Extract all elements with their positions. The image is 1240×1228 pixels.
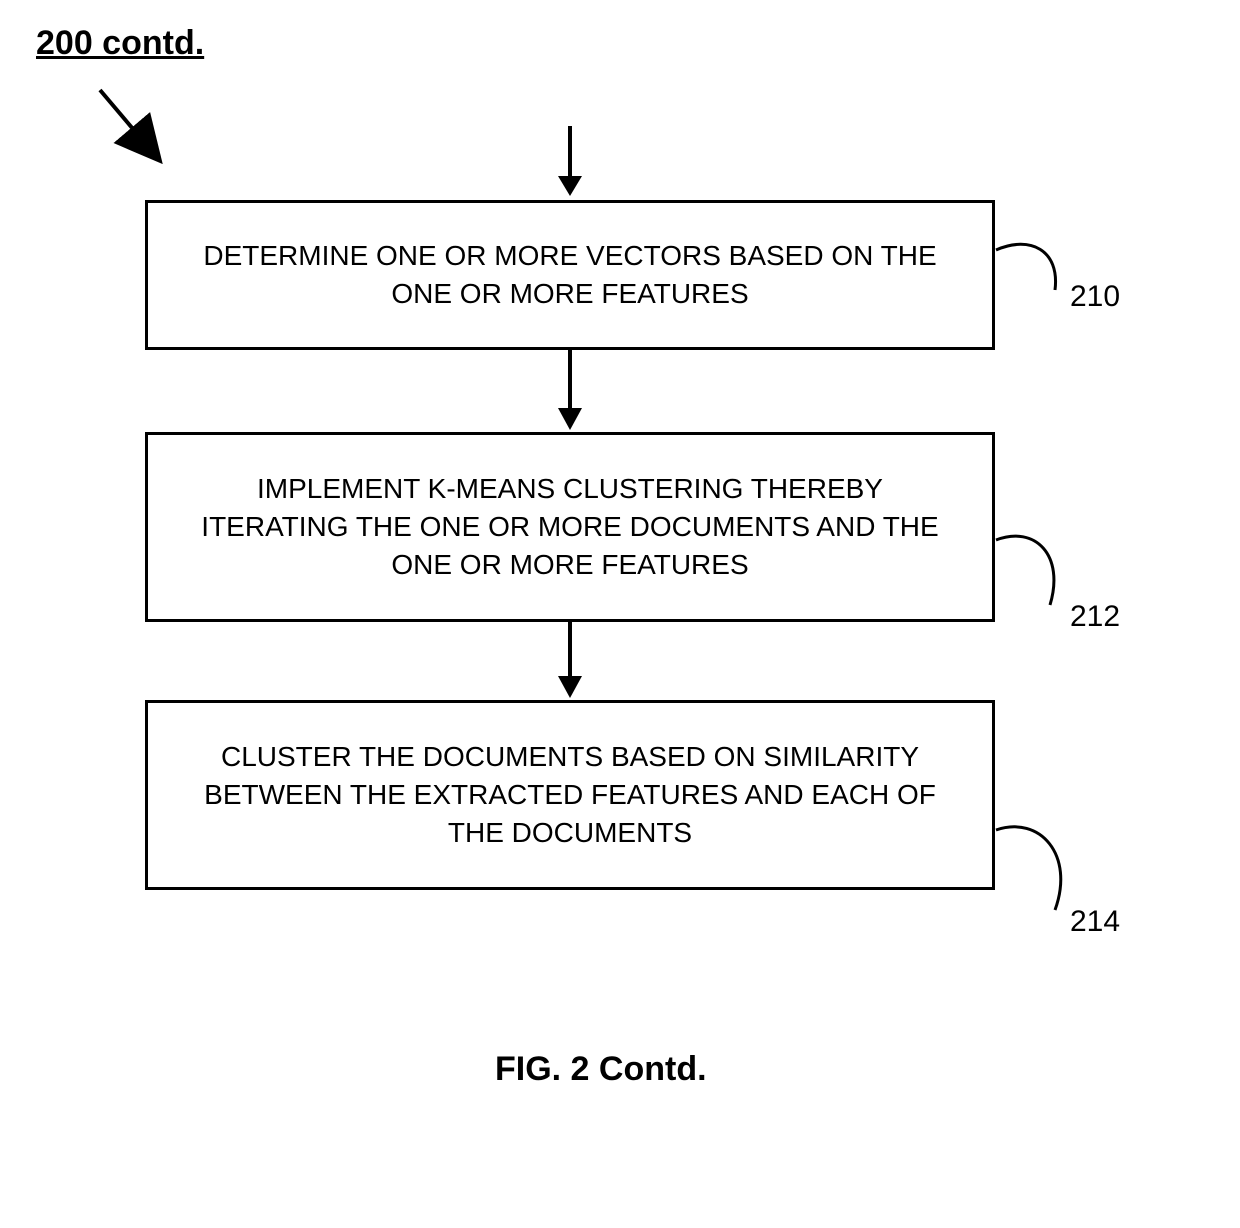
flowchart-canvas: 200 contd. DETERMINE ONE OR MORE VECTORS…: [0, 0, 1240, 1228]
figure-caption: FIG. 2 Contd.: [495, 1050, 707, 1089]
leader-214: [0, 0, 1240, 1228]
ref-label-214: 214: [1070, 905, 1120, 939]
